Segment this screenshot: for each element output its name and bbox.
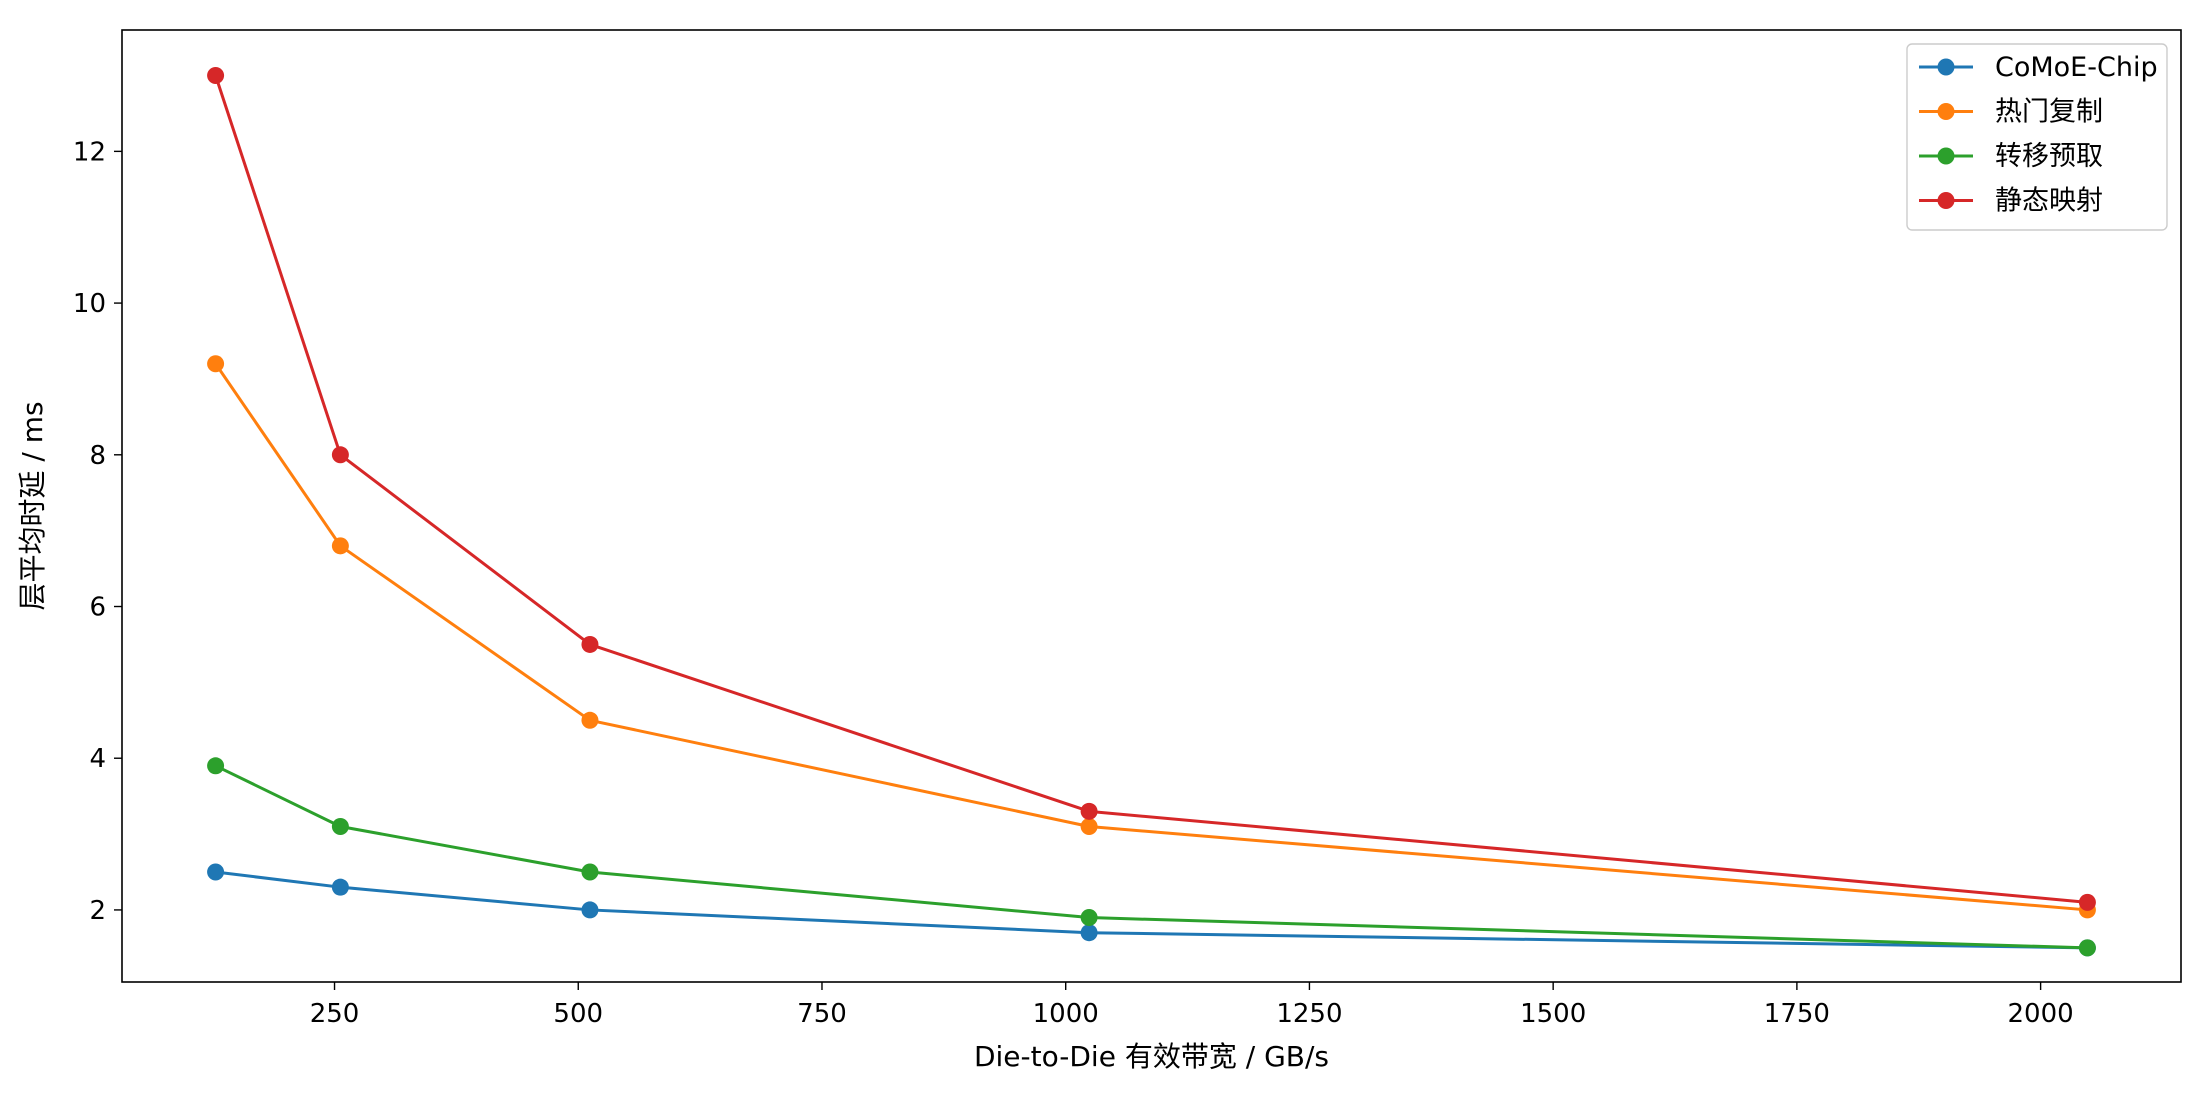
y-tick-label: 6 (89, 593, 106, 623)
y-tick-label: 8 (89, 441, 106, 471)
x-tick-label: 1000 (1033, 999, 1099, 1029)
x-tick-label: 1250 (1276, 999, 1342, 1029)
data-point (2078, 893, 2096, 911)
legend-frame (1906, 43, 2168, 231)
y-tick-label: 4 (89, 744, 106, 774)
x-tick-label: 2000 (2008, 999, 2074, 1029)
x-tick-label: 1750 (1764, 999, 1830, 1029)
data-point (581, 711, 599, 729)
series-line-3 (214, 75, 2088, 904)
data-point (207, 863, 225, 881)
data-point (331, 446, 349, 464)
data-point (207, 757, 225, 775)
data-point (1080, 817, 1098, 835)
y-axis-label: 层平均时延 / ms (16, 401, 49, 610)
x-axis-label: Die-to-Die 有效带宽 / GB/s (974, 1040, 1329, 1073)
data-point (581, 901, 599, 919)
legend-label-1: 热门复制 (1995, 97, 2103, 128)
x-tick-label: 500 (553, 999, 603, 1029)
legend-label-0: CoMoE-Chip (1995, 52, 2158, 83)
y-tick-label: 10 (73, 289, 106, 319)
data-point (207, 67, 225, 85)
x-tick-label: 250 (310, 999, 360, 1029)
axis-ticks: 250 500 750 1000 1250 1500 1750 2000 2 4 6 8 10 12 (73, 137, 2074, 1029)
data-point (1080, 802, 1098, 820)
data-point (331, 878, 349, 896)
data-point (581, 863, 599, 881)
x-tick-label: 750 (797, 999, 847, 1029)
legend-marker-3 (1937, 192, 1955, 209)
legend-label-3: 静态映射 (1995, 186, 2103, 217)
series-line-0 (215, 870, 2088, 950)
y-tick-label: 2 (89, 896, 106, 926)
data-point (331, 817, 349, 835)
data-point (1080, 924, 1098, 942)
series-line-2 (214, 764, 2088, 950)
y-tick-label: 12 (73, 137, 106, 167)
legend-marker-1 (1937, 103, 1955, 120)
legend-label-2: 转移预取 (1995, 141, 2103, 172)
data-point (581, 635, 599, 653)
plot-series (207, 67, 2096, 957)
legend-marker-2 (1937, 147, 1955, 165)
plot-frame (121, 29, 2182, 983)
data-point (331, 537, 349, 555)
data-point (207, 355, 225, 373)
data-point (1080, 909, 1098, 927)
series-line-1 (214, 362, 2088, 912)
x-tick-label: 1500 (1520, 999, 1586, 1029)
data-point (2078, 939, 2096, 957)
legend-marker-0 (1937, 58, 1955, 76)
